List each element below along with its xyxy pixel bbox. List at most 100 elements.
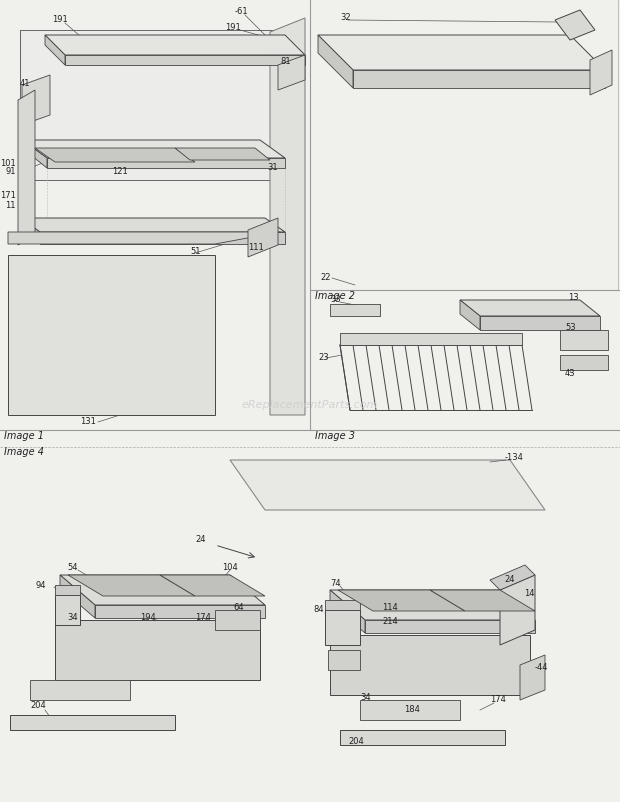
- Polygon shape: [160, 575, 265, 596]
- Text: Image 2: Image 2: [315, 291, 355, 301]
- Text: 114: 114: [382, 603, 398, 613]
- Polygon shape: [490, 565, 535, 590]
- Polygon shape: [35, 148, 195, 162]
- Polygon shape: [22, 75, 50, 125]
- Polygon shape: [278, 55, 305, 90]
- Polygon shape: [55, 595, 80, 625]
- Text: 101: 101: [0, 159, 16, 168]
- Text: 13: 13: [568, 294, 578, 302]
- Polygon shape: [60, 575, 265, 605]
- Polygon shape: [8, 232, 280, 244]
- Polygon shape: [328, 650, 360, 670]
- Polygon shape: [340, 730, 505, 745]
- Polygon shape: [340, 333, 522, 345]
- Polygon shape: [360, 700, 460, 720]
- Polygon shape: [270, 18, 305, 415]
- Text: 191: 191: [225, 23, 241, 33]
- Text: 204: 204: [30, 700, 46, 710]
- Polygon shape: [230, 460, 545, 510]
- Polygon shape: [45, 35, 65, 65]
- Polygon shape: [47, 158, 285, 168]
- Polygon shape: [460, 300, 600, 316]
- Text: 174: 174: [490, 695, 506, 704]
- Text: 14: 14: [524, 589, 534, 597]
- Polygon shape: [22, 140, 285, 158]
- Text: 131: 131: [80, 418, 96, 427]
- Polygon shape: [8, 255, 215, 415]
- Text: Image 4: Image 4: [4, 447, 44, 457]
- Text: 174: 174: [195, 614, 211, 622]
- Polygon shape: [560, 330, 608, 350]
- Polygon shape: [560, 355, 608, 370]
- Text: 34: 34: [67, 614, 78, 622]
- Polygon shape: [330, 304, 380, 316]
- Text: 171: 171: [0, 191, 16, 200]
- Text: 41: 41: [20, 79, 30, 88]
- Polygon shape: [338, 590, 465, 611]
- Polygon shape: [590, 50, 612, 95]
- Polygon shape: [20, 218, 285, 232]
- Polygon shape: [95, 605, 265, 618]
- Polygon shape: [175, 148, 270, 160]
- Polygon shape: [330, 635, 530, 695]
- Polygon shape: [318, 35, 605, 70]
- Text: 31: 31: [267, 164, 278, 172]
- Text: 84: 84: [313, 606, 324, 614]
- Polygon shape: [325, 610, 360, 645]
- Text: 23: 23: [318, 354, 329, 363]
- Polygon shape: [500, 575, 535, 645]
- Text: 194: 194: [140, 614, 156, 622]
- Polygon shape: [330, 590, 535, 620]
- Text: -61: -61: [235, 7, 249, 17]
- Text: 74: 74: [330, 578, 340, 588]
- Polygon shape: [215, 610, 260, 630]
- Text: 64: 64: [233, 603, 244, 613]
- Polygon shape: [248, 218, 278, 257]
- Polygon shape: [60, 575, 95, 618]
- Polygon shape: [318, 35, 353, 88]
- Polygon shape: [480, 316, 600, 330]
- Polygon shape: [520, 655, 545, 700]
- Text: 34: 34: [360, 694, 371, 703]
- Text: 33: 33: [330, 295, 341, 305]
- Text: Image 1: Image 1: [4, 431, 44, 441]
- Text: -134: -134: [505, 452, 524, 461]
- Text: 94: 94: [36, 581, 46, 589]
- Text: 54: 54: [67, 562, 78, 572]
- Polygon shape: [40, 232, 285, 244]
- Text: 214: 214: [382, 618, 398, 626]
- Polygon shape: [325, 600, 360, 610]
- Text: 204: 204: [348, 738, 364, 747]
- Polygon shape: [55, 620, 260, 680]
- Polygon shape: [55, 585, 80, 595]
- Polygon shape: [555, 10, 595, 40]
- Text: 53: 53: [565, 323, 575, 333]
- Text: Image 3: Image 3: [315, 431, 355, 441]
- Text: 22: 22: [320, 273, 330, 282]
- Text: 24: 24: [504, 576, 515, 585]
- Text: 11: 11: [5, 200, 16, 209]
- Polygon shape: [30, 680, 130, 700]
- Text: -44: -44: [535, 663, 549, 673]
- Polygon shape: [45, 35, 305, 55]
- Text: 184: 184: [404, 706, 420, 715]
- Text: 51: 51: [190, 248, 200, 257]
- Polygon shape: [365, 620, 535, 633]
- Text: 191: 191: [52, 15, 68, 25]
- Text: 43: 43: [565, 370, 575, 379]
- Polygon shape: [18, 90, 35, 245]
- Text: eReplacementParts.com: eReplacementParts.com: [242, 400, 378, 410]
- Text: 91: 91: [5, 168, 16, 176]
- Polygon shape: [20, 218, 40, 244]
- Polygon shape: [353, 70, 605, 88]
- Polygon shape: [20, 30, 280, 180]
- Polygon shape: [10, 715, 175, 730]
- Text: 81: 81: [280, 58, 291, 67]
- Polygon shape: [22, 140, 47, 168]
- Text: 24: 24: [195, 536, 205, 545]
- Polygon shape: [65, 55, 305, 65]
- Polygon shape: [460, 300, 480, 330]
- Text: 111: 111: [248, 244, 264, 253]
- Polygon shape: [330, 590, 365, 633]
- Text: 121: 121: [112, 168, 128, 176]
